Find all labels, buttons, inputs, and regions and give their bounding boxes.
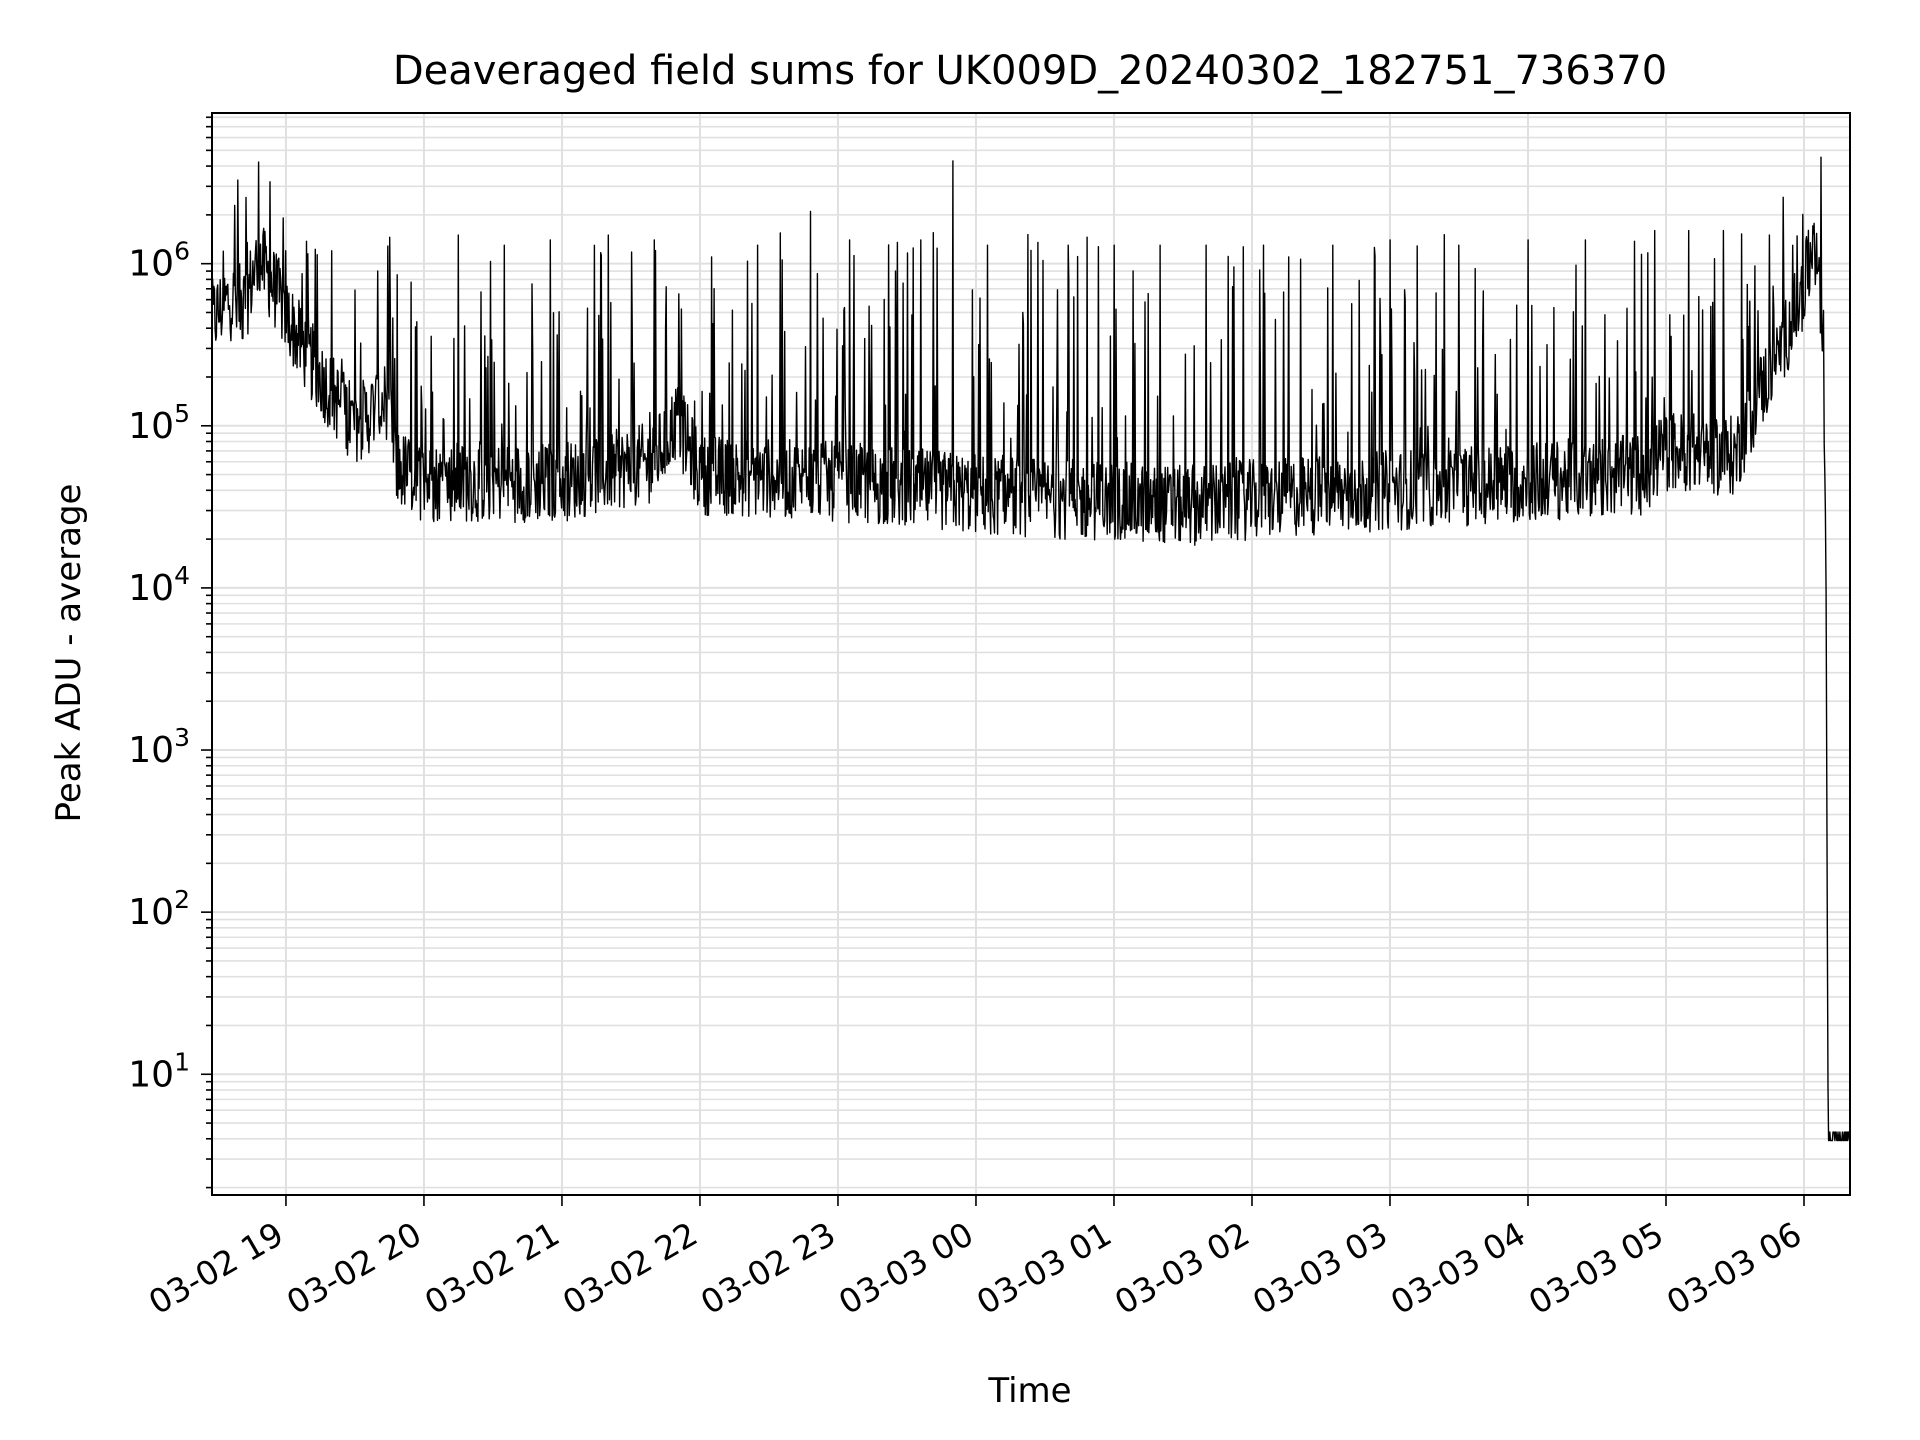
grid-layer (212, 113, 1850, 1195)
series-line (211, 156, 1851, 1142)
chart-title: Deaveraged field sums for UK009D_2024030… (393, 48, 1667, 94)
y-tick-label: 102 (128, 885, 190, 933)
y-tick-label: 105 (128, 399, 190, 447)
y-tick-label: 104 (128, 561, 190, 609)
y-axis-label: Peak ADU - average (49, 484, 89, 823)
y-tick-label: 101 (128, 1047, 190, 1095)
y-tick-label: 103 (128, 723, 190, 771)
series-layer (211, 156, 1851, 1142)
plot-frame (211, 112, 1851, 1196)
y-tick-label: 106 (128, 237, 190, 285)
x-axis-label: Time (987, 1371, 1071, 1411)
